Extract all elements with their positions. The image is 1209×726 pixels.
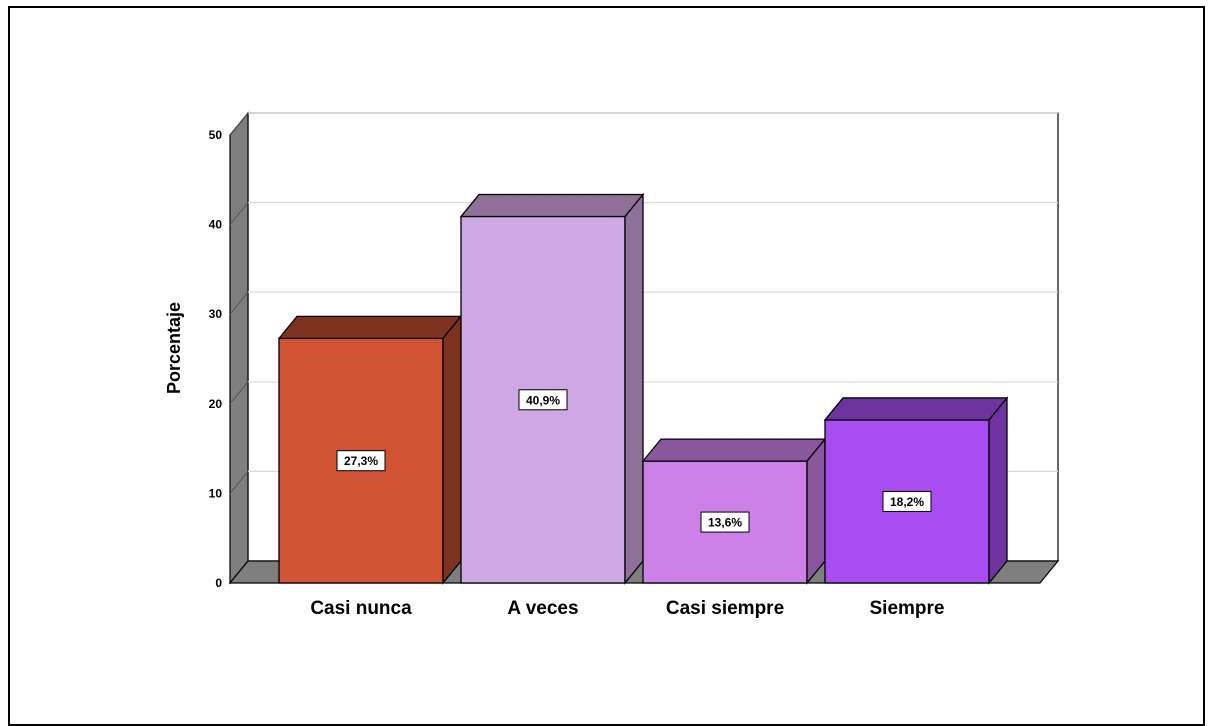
data-label: 18,2%	[882, 490, 932, 512]
gridline-side	[229, 471, 249, 494]
data-label-text: 18,2%	[890, 495, 924, 509]
bar-top	[277, 315, 463, 340]
y-tick-label: 20	[209, 397, 223, 411]
data-label-box	[882, 490, 932, 512]
y-tick-label: 40	[209, 218, 223, 232]
bar-side	[442, 314, 462, 585]
bar-1: 40,9%	[459, 192, 645, 585]
bar-0: 27,3%	[277, 314, 463, 585]
data-label-text: 27,3%	[344, 454, 378, 468]
data-label-text: 13,6%	[708, 516, 742, 530]
data-label: 40,9%	[518, 389, 568, 411]
bar-3: 18,2%	[823, 396, 1009, 585]
gridline-side	[229, 112, 249, 136]
gridline-side	[229, 202, 249, 225]
gridline-side	[229, 291, 249, 315]
data-label-text: 40,9%	[526, 393, 560, 407]
data-label-box	[700, 511, 750, 533]
category-label: Siempre	[870, 598, 945, 619]
bar-2: 13,6%	[641, 437, 827, 585]
bar-side	[806, 437, 826, 585]
y-tick-label: 30	[209, 307, 223, 321]
y-axis-ticks: 0 10 20 30 40 50	[209, 128, 223, 590]
bar-top	[641, 438, 827, 462]
bar-side	[988, 396, 1008, 585]
category-label: Casi nunca	[310, 598, 412, 619]
y-tick-label: 0	[215, 576, 222, 590]
category-label: Casi siempre	[666, 598, 784, 619]
data-label-box	[336, 450, 386, 472]
bar-chart: 0 10 20 30 40 50 Porcentaje 27,3% 40,9% 13,6% 18…	[164, 111, 1060, 619]
y-tick-label: 50	[209, 128, 223, 142]
gridline-side	[229, 381, 249, 405]
x-axis-category-labels: Casi nunca A veces Casi siempre Siempre	[310, 598, 944, 619]
y-tick-label: 10	[209, 486, 223, 500]
data-label: 13,6%	[700, 511, 750, 533]
bar-side	[624, 192, 644, 585]
bars: 27,3% 40,9% 13,6% 18,2%	[277, 192, 1009, 585]
side-wall	[229, 111, 249, 585]
y-axis-label: Porcentaje	[164, 302, 184, 394]
data-label-box	[518, 389, 568, 411]
category-label: A veces	[507, 598, 578, 619]
data-label: 27,3%	[336, 450, 386, 472]
bar-top	[823, 397, 1009, 421]
bar-top	[459, 193, 645, 218]
